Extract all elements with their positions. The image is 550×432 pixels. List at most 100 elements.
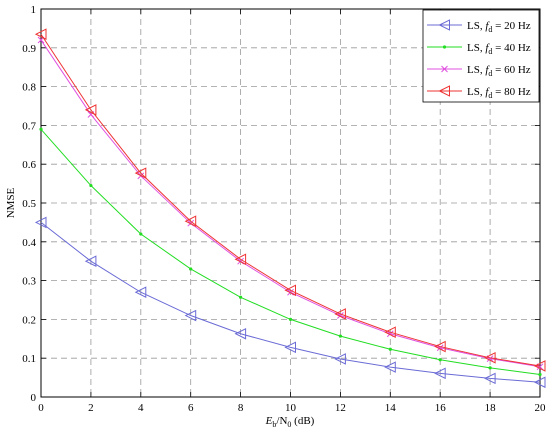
data-point-marker xyxy=(533,376,546,389)
series-line xyxy=(40,222,541,383)
legend-f: f xyxy=(485,20,490,32)
data-point-marker xyxy=(139,232,143,236)
x-tick-label: 8 xyxy=(238,402,244,414)
y-tick-label: 0.1 xyxy=(22,353,36,365)
data-point-marker xyxy=(134,167,147,179)
series-4 xyxy=(34,28,546,372)
legend-sub: d xyxy=(488,25,492,34)
data-point-marker xyxy=(288,317,293,321)
y-tick-label: 0.8 xyxy=(22,82,36,94)
legend-prefix: LS, xyxy=(467,42,485,54)
legend-suffix: = 80 Hz xyxy=(492,86,530,98)
x-tick-label: 14 xyxy=(385,402,397,414)
x-axis-label-sub2: 0 xyxy=(287,420,291,429)
data-point-marker xyxy=(189,267,193,271)
y-tick-label: 0.6 xyxy=(22,159,36,171)
legend-f: f xyxy=(485,42,490,54)
data-point-marker xyxy=(239,295,243,299)
data-point-marker xyxy=(384,361,396,373)
y-tick-label: 0.7 xyxy=(22,120,36,132)
data-point-marker xyxy=(388,347,392,351)
data-point-marker xyxy=(284,341,296,354)
series-2 xyxy=(39,127,542,377)
y-tick-label: 1 xyxy=(31,4,37,16)
data-point-marker xyxy=(184,309,197,322)
legend-label: LS, fd = 40 Hz xyxy=(467,42,531,56)
x-axis-label-main: E xyxy=(265,415,273,427)
y-axis-label: NMSE xyxy=(5,187,17,218)
x-tick-label: 4 xyxy=(138,402,144,414)
data-point-marker xyxy=(234,327,247,340)
data-point-marker xyxy=(384,326,396,339)
data-point-marker xyxy=(184,215,197,228)
data-point-marker xyxy=(84,255,97,268)
data-point-marker xyxy=(34,216,47,229)
series-layer xyxy=(34,28,546,389)
legend-label: LS, fd = 80 Hz xyxy=(467,86,531,100)
legend-label: LS, fd = 60 Hz xyxy=(467,64,531,78)
legend-prefix: LS, xyxy=(467,20,485,32)
legend-prefix: LS, xyxy=(467,86,485,98)
x-axis-label-slash: /N xyxy=(276,415,287,427)
x-tick-label: 2 xyxy=(88,402,94,414)
x-tick-label: 20 xyxy=(535,402,547,414)
data-point-marker xyxy=(334,308,346,320)
x-tick-label: 18 xyxy=(485,402,497,414)
y-tick-label: 0.4 xyxy=(22,237,36,249)
x-axis-label: Eb/N0 (dB) xyxy=(265,415,315,429)
y-tick-label: 0.2 xyxy=(22,314,36,326)
y-tick-label: 0 xyxy=(31,392,37,404)
data-point-marker xyxy=(434,367,446,380)
x-tick-label: 0 xyxy=(38,402,44,414)
x-tick-label: 6 xyxy=(188,402,194,414)
x-tick-label: 10 xyxy=(285,402,297,414)
legend-item: LS, fd = 40 Hz xyxy=(427,42,531,56)
x-axis-label-sub1: b xyxy=(272,420,276,429)
legend-prefix: LS, xyxy=(467,64,485,76)
data-point-marker xyxy=(488,366,492,370)
x-tick-label: 12 xyxy=(335,402,346,414)
legend-item: LS, fd = 80 Hz xyxy=(427,85,531,100)
data-point-marker xyxy=(438,358,442,362)
data-point-marker xyxy=(483,352,496,364)
data-point-marker xyxy=(434,340,446,353)
legend-f: f xyxy=(485,64,490,76)
series-1 xyxy=(34,216,546,389)
legend-label: LS, fd = 20 Hz xyxy=(467,20,531,34)
data-point-marker xyxy=(442,45,447,49)
y-tick-label: 0.3 xyxy=(22,276,36,288)
legend-suffix: = 60 Hz xyxy=(492,64,530,76)
data-point-marker xyxy=(284,284,296,297)
series-line xyxy=(40,33,541,367)
data-point-marker xyxy=(533,360,546,372)
data-point-marker xyxy=(338,334,342,338)
data-point-marker xyxy=(234,253,247,266)
legend-item: LS, fd = 60 Hz xyxy=(427,64,531,78)
legend-suffix: = 40 Hz xyxy=(492,42,530,54)
data-point-marker xyxy=(441,65,448,73)
data-point-marker xyxy=(134,286,147,299)
x-axis-ticks: 0 2 4 6 8 10 12 14 16 18 20 xyxy=(38,9,546,414)
data-point-marker xyxy=(538,372,542,377)
data-point-marker xyxy=(438,85,450,97)
data-point-marker xyxy=(438,19,450,31)
data-point-marker xyxy=(34,28,47,41)
legend-f: f xyxy=(485,86,490,98)
data-point-marker xyxy=(334,353,346,365)
legend-sub: d xyxy=(488,91,492,100)
y-tick-label: 0.9 xyxy=(22,43,36,55)
data-point-marker xyxy=(39,127,43,131)
y-tick-label: 0.5 xyxy=(22,198,36,210)
data-point-marker xyxy=(483,372,496,385)
legend-sub: d xyxy=(488,69,492,78)
legend-sub: d xyxy=(488,47,492,56)
legend-item: LS, fd = 20 Hz xyxy=(427,19,531,34)
x-axis-label-unit: (dB) xyxy=(291,415,314,427)
data-point-marker xyxy=(84,104,97,116)
legend-suffix: = 20 Hz xyxy=(492,20,530,32)
data-point-marker xyxy=(89,183,93,188)
x-tick-label: 16 xyxy=(435,402,447,414)
